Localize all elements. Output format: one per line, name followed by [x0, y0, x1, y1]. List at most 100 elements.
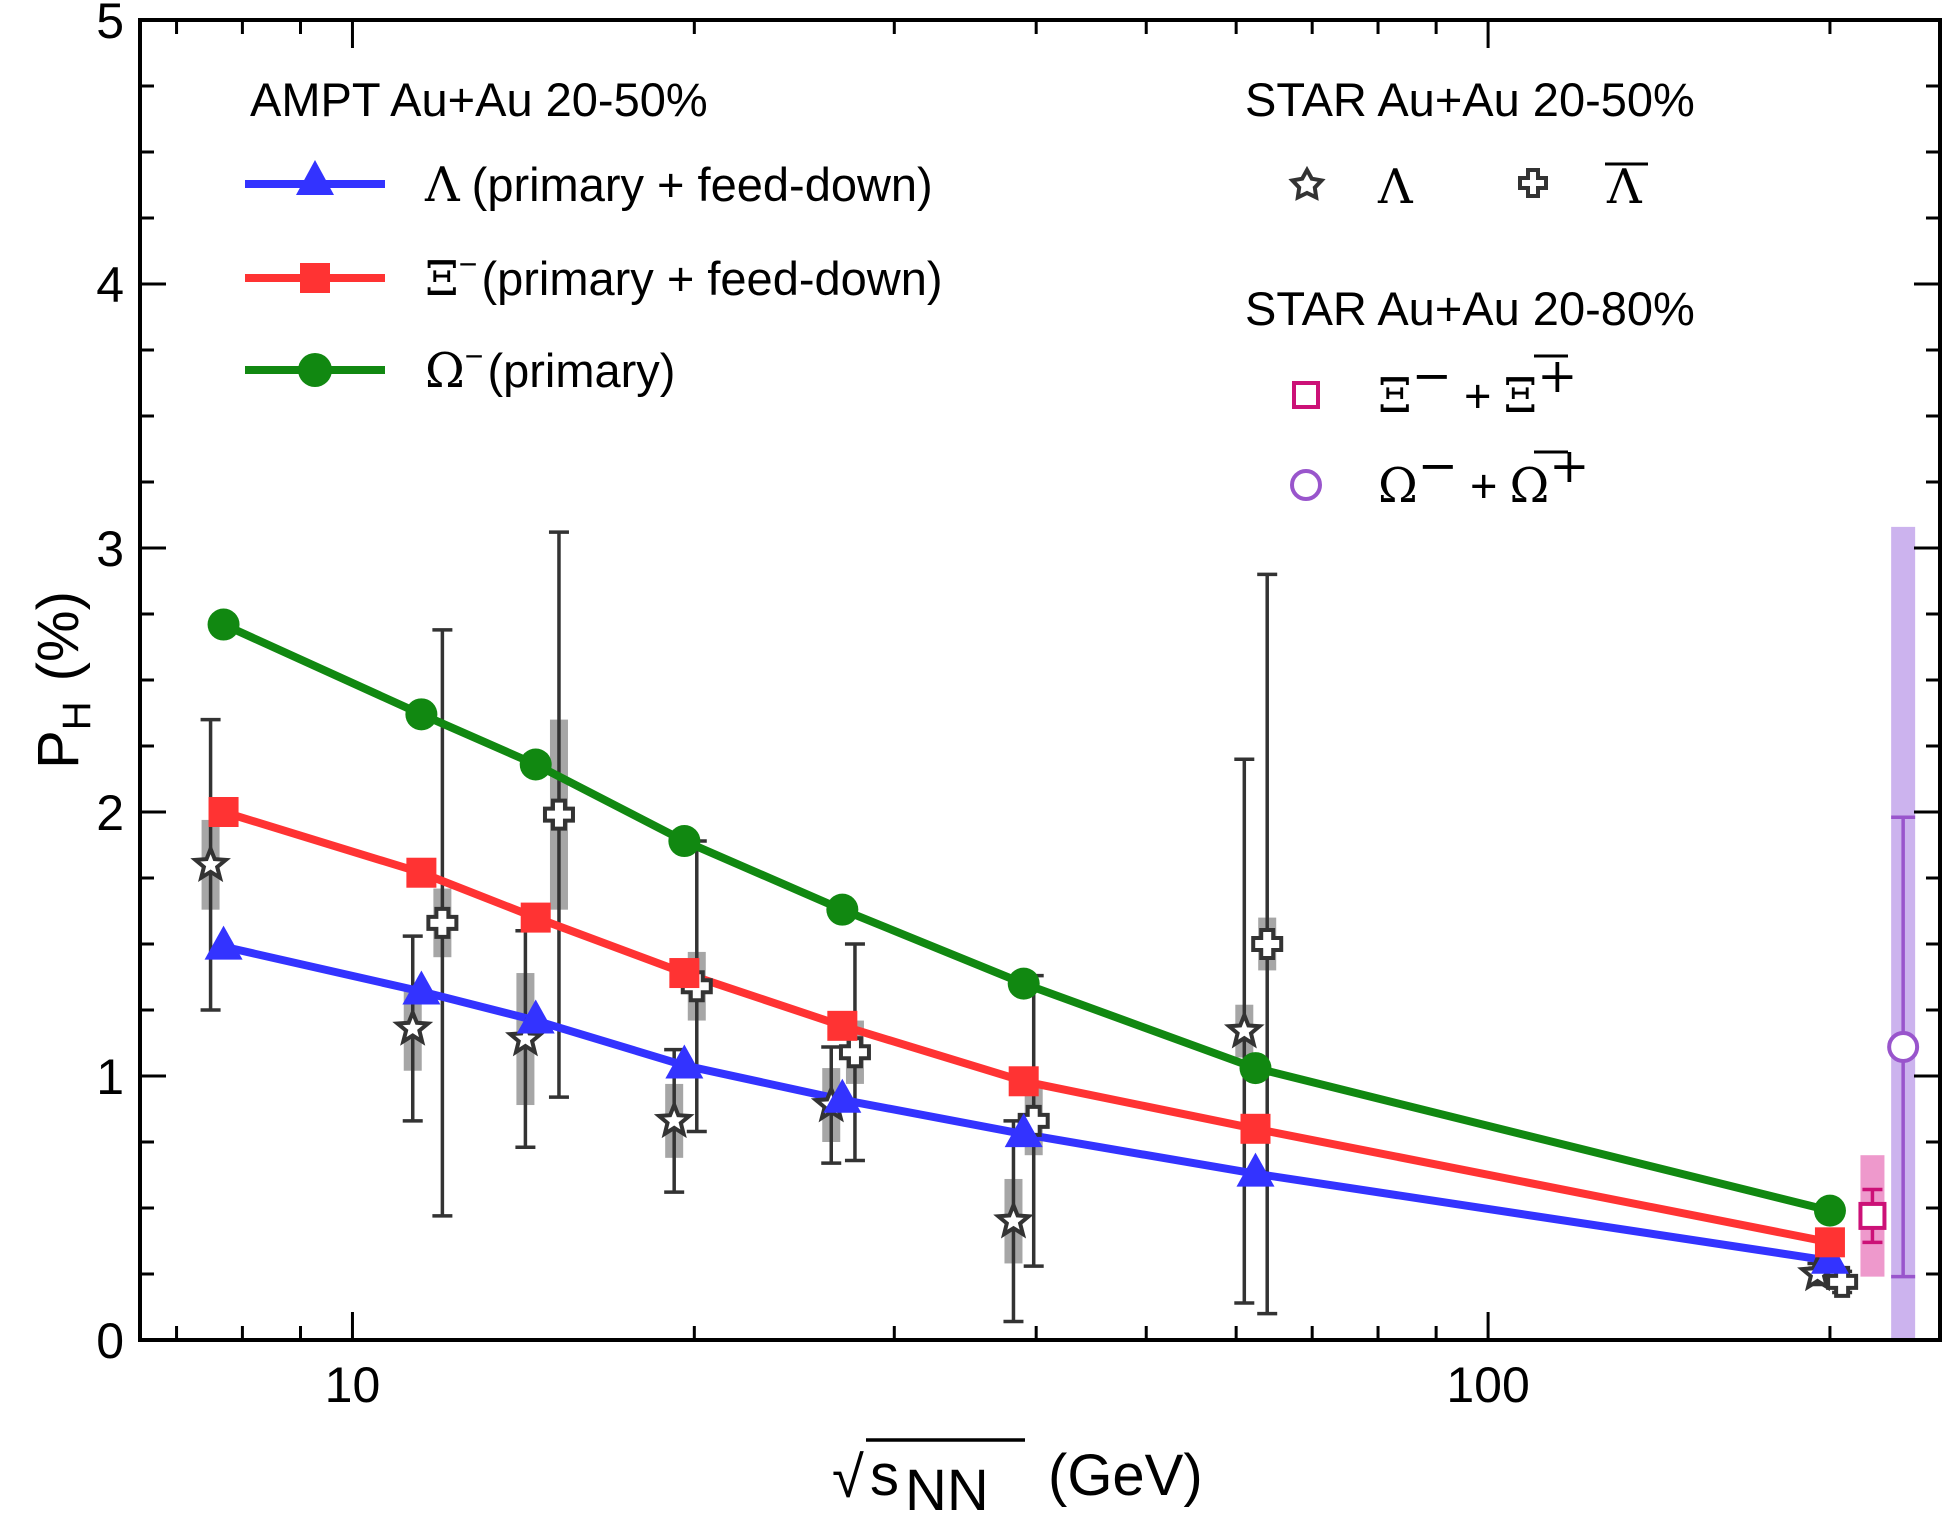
legend-xi-symbol: Ξ	[425, 251, 459, 307]
legend-omega-sum: Ω− + Ω+	[1378, 438, 1589, 514]
star-lambda-marker	[505, 1017, 546, 1057]
star-antilambda-marker	[426, 906, 459, 939]
legend-star-title-2: STAR Au+Au 20-80%	[1245, 282, 1695, 335]
legend-xi-bsup: +	[1537, 348, 1577, 404]
legend-omega-sup: −	[465, 338, 484, 374]
legend-xi-asup: −	[1412, 348, 1452, 404]
legend-xi-label: Ξ−(primary + feed-down)	[425, 246, 943, 307]
legend-triangle-icon	[296, 160, 334, 195]
legend-omega-label: Ω−(primary)	[425, 338, 675, 399]
legend-open-circle-icon	[1290, 469, 1322, 501]
ampt-lambda-marker	[1236, 1152, 1275, 1187]
ampt-lambda-marker	[823, 1078, 862, 1113]
star-lambda-marker	[653, 1099, 695, 1139]
star-antilambda-marker	[542, 798, 575, 831]
ampt-omega-marker	[207, 608, 240, 641]
x-tick-label: 10	[325, 1357, 381, 1413]
axis-ticks	[140, 18, 1940, 1342]
legend-lambda-label: Λ (primary + feed-down)	[424, 157, 933, 213]
x-axis-radical: √	[832, 1445, 864, 1510]
x-axis-main: s	[870, 1443, 899, 1508]
legend-xi-sup: −	[459, 246, 478, 282]
legend-omega-symbol: Ω	[425, 343, 465, 399]
y-axis-main: P	[26, 730, 91, 769]
star-antilambda-marker	[1017, 1104, 1050, 1137]
ampt-xi-marker	[208, 797, 239, 827]
x-axis-sub: NN	[905, 1458, 989, 1516]
legend-lambda-text: (primary + feed-down)	[472, 158, 933, 211]
star-antilambda-marker	[1826, 1265, 1859, 1298]
star-lambda-marker	[392, 1007, 434, 1046]
x-axis-unit: (GeV)	[1048, 1443, 1203, 1508]
ampt-omega-marker	[826, 893, 859, 926]
ampt-omega-marker	[1813, 1194, 1846, 1227]
legend-xi-text: (primary + feed-down)	[481, 252, 942, 305]
ampt-xi-marker	[669, 958, 700, 989]
legend-ampt-title: AMPT Au+Au 20-50%	[250, 73, 708, 126]
star-omega-marker	[1887, 1030, 1920, 1063]
y-tick-label: 4	[96, 257, 124, 313]
ampt-omega-marker	[1239, 1052, 1272, 1085]
legend-star-lambda: Λ	[1377, 159, 1414, 215]
ampt-omega-marker	[1007, 967, 1040, 1000]
legend-ampt: AMPT Au+Au 20-50% Λ (primary + feed-down)…	[245, 73, 943, 399]
ampt-xi-marker	[1814, 1227, 1845, 1258]
legend-omega-text: (primary)	[487, 344, 675, 397]
ampt-xi-marker	[827, 1010, 858, 1041]
star-xi-marker	[1858, 1201, 1887, 1230]
series-line-1	[222, 808, 1831, 1247]
star-lambda-marker	[993, 1199, 1034, 1239]
systematic-error-bands	[201, 526, 1916, 1340]
legend-open-square-icon	[1292, 381, 1320, 409]
legend-star: STAR Au+Au 20-50% Λ Λ STAR Au+Au 20-80% …	[1245, 73, 1695, 514]
series-line-2	[221, 620, 1831, 1215]
legend-star-antilambda: Λ	[1606, 159, 1643, 215]
x-axis-title: √ s NN (GeV)	[832, 1438, 1203, 1516]
data-markers	[190, 608, 1920, 1298]
y-tick-label: 0	[96, 1313, 124, 1369]
legend-omega-b: Ω	[1509, 458, 1549, 514]
legend-cross-icon	[1518, 168, 1548, 198]
ampt-xi-marker	[1240, 1113, 1271, 1144]
ampt-lambda-marker	[1004, 1113, 1043, 1148]
ampt-xi-marker	[1008, 1066, 1039, 1097]
y-axis-title: PH (%)	[26, 591, 99, 769]
legend-omega-a: Ω	[1378, 458, 1418, 514]
y-tick-label: 3	[96, 521, 124, 577]
ampt-lambda-marker	[402, 970, 441, 1005]
legend-xi-plus: +	[1464, 369, 1491, 422]
y-tick-label: 1	[96, 1049, 124, 1105]
star-lambda-marker	[190, 843, 231, 883]
y-axis-unit: (%)	[26, 591, 91, 681]
star-antilambda-marker	[838, 1036, 871, 1069]
star-lambda-marker	[1223, 1009, 1265, 1049]
legend-xi-a: Ξ	[1378, 368, 1412, 424]
legend-xi-b: Ξ	[1503, 368, 1537, 424]
y-tick-label: 2	[96, 785, 124, 841]
ampt-lambda-marker	[204, 925, 243, 960]
legend-circle-icon	[298, 353, 332, 387]
y-axis-sub: H	[55, 701, 99, 730]
legend-omega-bsup: +	[1549, 438, 1589, 494]
ampt-omega-marker	[405, 698, 438, 731]
legend-square-icon	[300, 263, 330, 293]
legend-star-title-1: STAR Au+Au 20-50%	[1245, 73, 1695, 126]
legend-omega-plus: +	[1470, 459, 1497, 512]
ampt-omega-marker	[519, 748, 552, 781]
series-line-0	[222, 942, 1831, 1265]
ampt-lambda-marker	[516, 999, 555, 1034]
ampt-xi-marker	[406, 857, 437, 888]
legend-star-icon	[1288, 165, 1326, 201]
ampt-xi-marker	[520, 902, 551, 933]
ampt-lambda-marker	[665, 1044, 704, 1079]
ampt-omega-marker	[668, 825, 701, 858]
star-antilambda-marker	[1251, 928, 1284, 960]
legend-omega-asup: −	[1418, 438, 1458, 494]
legend-xi-sum: Ξ− + Ξ+	[1378, 348, 1577, 424]
ampt-series-lines	[221, 620, 1831, 1265]
axis-tick-labels: 0 1 2 3 4 5 10 100	[96, 0, 1530, 1413]
x-tick-label: 100	[1446, 1357, 1529, 1413]
legend-lambda-symbol: Λ	[424, 157, 461, 213]
y-tick-label: 5	[96, 0, 124, 49]
